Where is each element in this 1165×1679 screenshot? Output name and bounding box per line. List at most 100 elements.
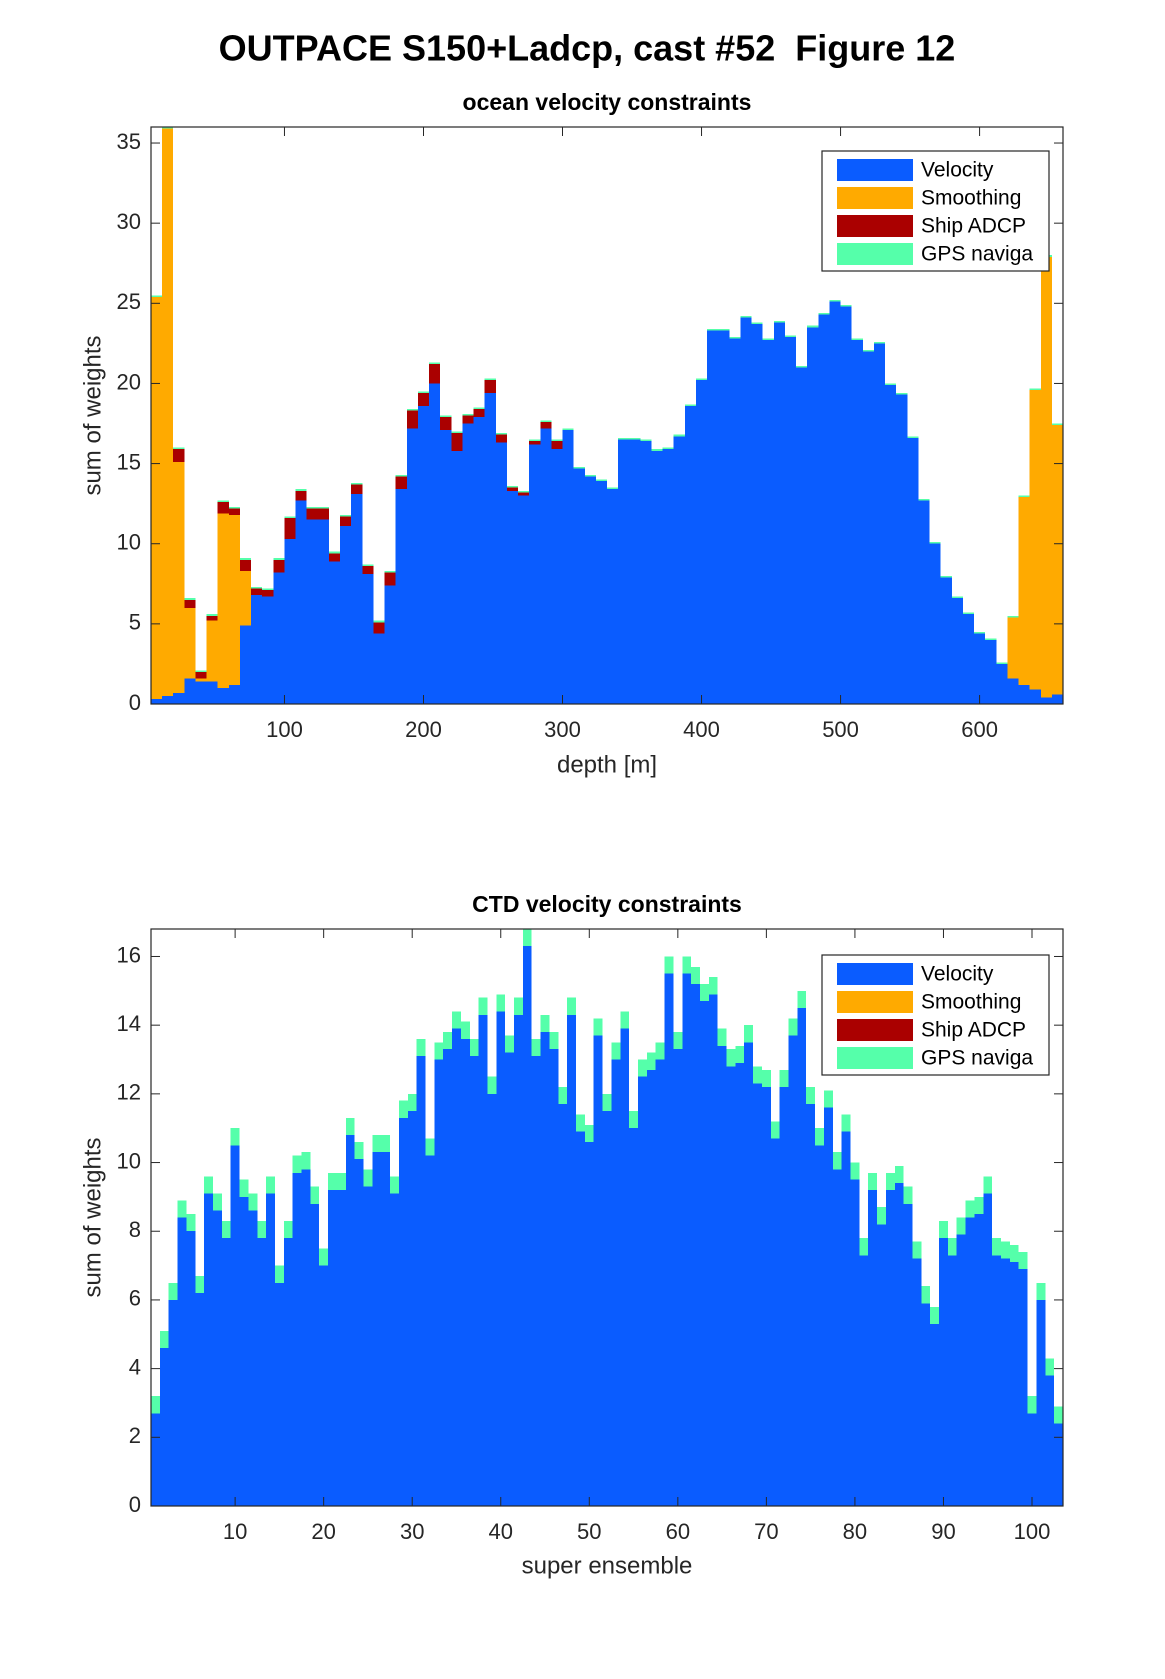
bar <box>983 1176 993 1194</box>
bar <box>797 1007 807 1506</box>
bar <box>487 1093 497 1506</box>
bar <box>818 314 830 704</box>
bar <box>496 994 506 1012</box>
figure-title: OUTPACE S150+Ladcp, cast #52 Figure 12 <box>219 28 956 69</box>
bar <box>417 391 430 394</box>
bar <box>558 1104 568 1506</box>
bar <box>372 1152 382 1506</box>
bar <box>206 615 218 621</box>
bar <box>469 1038 479 1057</box>
bar <box>962 614 975 704</box>
bar <box>761 1086 771 1506</box>
bar <box>618 437 630 440</box>
axes-box <box>150 126 1064 705</box>
bar <box>1018 1269 1028 1506</box>
bar <box>562 429 574 704</box>
bar <box>717 1028 727 1046</box>
x-tick-label: 500 <box>822 717 859 742</box>
bar <box>788 1018 798 1036</box>
bar <box>708 994 718 1506</box>
bar <box>1007 617 1019 679</box>
bar <box>217 513 229 688</box>
x-axis-label: super ensemble <box>522 1552 693 1579</box>
bar <box>823 1090 833 1108</box>
bar <box>1018 684 1030 704</box>
bar <box>186 1231 196 1506</box>
plot-area <box>151 929 1063 1506</box>
bar <box>885 1190 895 1506</box>
bar <box>506 490 519 704</box>
bar <box>204 1176 213 1194</box>
bar <box>551 439 563 442</box>
legend-swatch <box>837 215 913 237</box>
bar <box>974 633 986 704</box>
bar <box>381 1135 391 1153</box>
bar <box>407 1093 417 1112</box>
bar <box>1007 615 1019 618</box>
bar <box>620 1028 630 1506</box>
bar <box>576 1131 585 1506</box>
bar <box>262 590 274 597</box>
bar <box>859 1255 869 1506</box>
x-tick-label: 600 <box>961 717 998 742</box>
y-axis-label: sum of weights <box>79 335 106 495</box>
bar <box>629 1111 638 1129</box>
bar <box>551 441 563 450</box>
y-tick-label: 15 <box>117 449 141 474</box>
bar <box>184 607 196 679</box>
y-tick-label: 2 <box>129 1423 141 1448</box>
bar <box>230 1145 240 1506</box>
bar <box>684 405 696 704</box>
bar <box>473 409 485 418</box>
x-tick-label: 80 <box>843 1519 867 1544</box>
bar <box>306 506 318 509</box>
bar <box>595 481 607 704</box>
bar <box>841 1114 851 1132</box>
legend-label: Smoothing <box>921 991 1021 1014</box>
bar <box>406 410 418 429</box>
bar <box>168 1299 178 1506</box>
bar <box>529 441 541 445</box>
y-tick-label: 4 <box>129 1354 141 1379</box>
bar <box>362 566 374 575</box>
bar <box>618 439 630 704</box>
legend-swatch <box>837 187 913 209</box>
bar <box>1027 1413 1037 1506</box>
bar <box>718 330 730 704</box>
bar <box>985 638 997 640</box>
bar <box>484 380 496 394</box>
x-tick-label: 200 <box>405 717 442 742</box>
y-tick-label: 0 <box>129 1492 141 1517</box>
x-tick-label: 30 <box>400 1519 424 1544</box>
bar <box>206 614 218 616</box>
bar <box>673 1049 683 1506</box>
bar <box>416 1038 426 1057</box>
bar <box>770 1138 780 1506</box>
bar <box>487 1076 497 1094</box>
bar <box>695 378 708 381</box>
bar <box>195 670 207 672</box>
bar <box>395 489 407 704</box>
bar <box>478 1014 488 1506</box>
bar <box>328 551 341 554</box>
bar <box>918 500 930 704</box>
bar <box>992 1255 1002 1506</box>
bar <box>829 300 841 302</box>
bar <box>832 1152 842 1170</box>
bar <box>907 436 919 438</box>
bar <box>384 585 396 704</box>
bar <box>177 1217 187 1506</box>
bar <box>239 558 252 560</box>
bar <box>151 295 163 297</box>
bar <box>584 474 596 477</box>
bar <box>651 449 663 451</box>
bar <box>514 1014 523 1506</box>
bar <box>204 1193 213 1506</box>
bar <box>996 663 1008 704</box>
bar <box>195 1293 205 1506</box>
bar <box>784 335 797 337</box>
bar <box>584 476 596 704</box>
bar <box>974 1214 984 1506</box>
bar <box>540 1014 550 1033</box>
bar <box>726 1066 736 1506</box>
